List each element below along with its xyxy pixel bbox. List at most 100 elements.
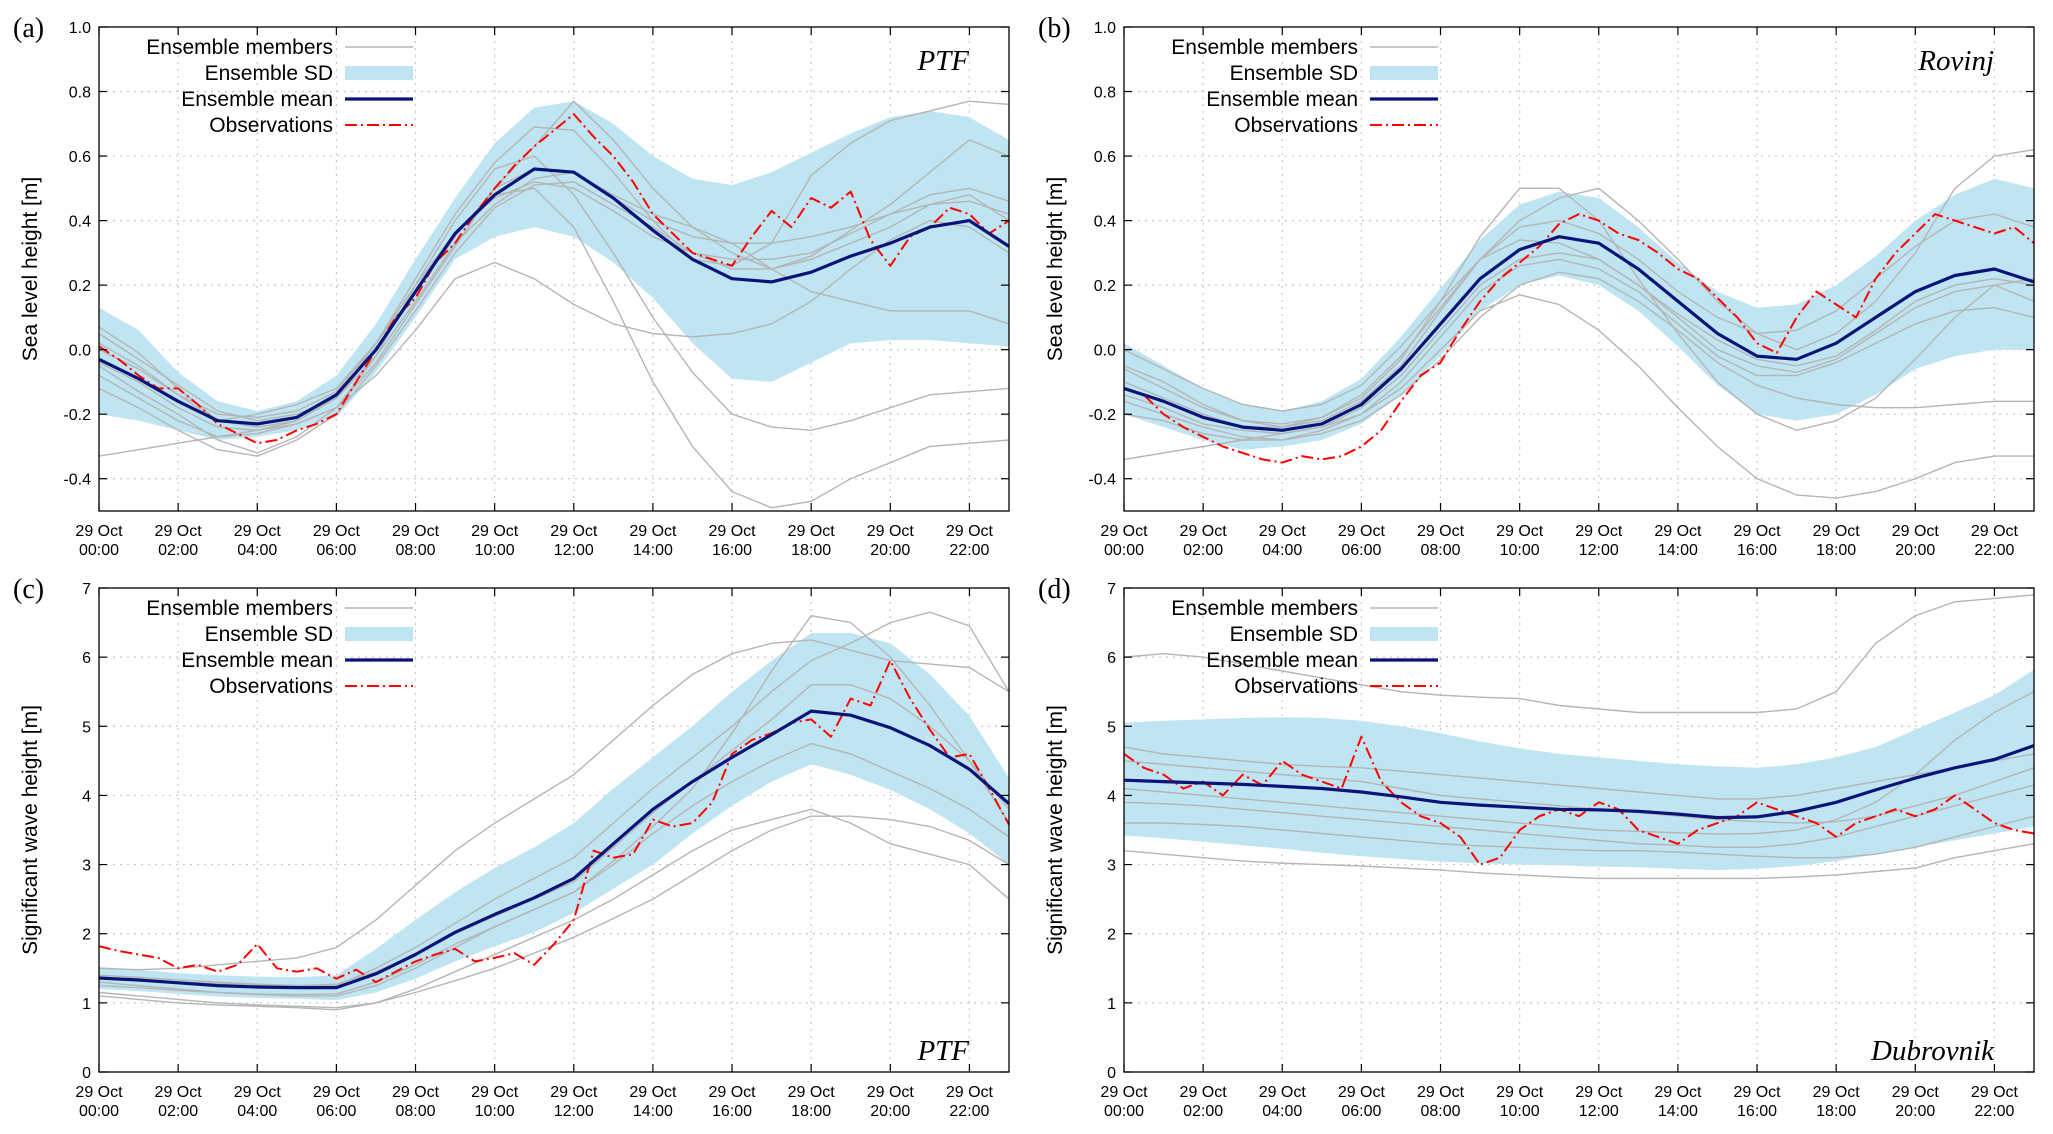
legend-mean-label: Ensemble mean bbox=[1206, 88, 1358, 111]
panel-c: 0 1 2 3 4 5 6 7 29 Oct 00:00 29 Oct 02:00 29 Oct 04:0… bbox=[13, 574, 1010, 1120]
ensemble-member-line-7 bbox=[1124, 784, 2034, 848]
x-tick-label-time: 06:00 bbox=[316, 542, 356, 559]
x-tick-label-time: 00:00 bbox=[79, 1103, 119, 1120]
x-tick-label-date: 29 Oct bbox=[1575, 523, 1623, 540]
x-tick-label-date: 29 Oct bbox=[708, 1084, 756, 1101]
x-tick-label-time: 16:00 bbox=[1737, 542, 1777, 559]
x-tick-label-date: 29 Oct bbox=[1100, 1084, 1148, 1101]
ensemble-member-line-6 bbox=[1124, 760, 2034, 824]
panel-a: -0.4 -0.2 0.0 0.2 0.4 0.6 0.8 1.0 29 Oct 00:00 29 … bbox=[13, 13, 1010, 559]
station-name: Dubrovnik bbox=[1870, 1035, 1995, 1067]
y-tick-label: 7 bbox=[82, 581, 91, 598]
y-tick-label: 0 bbox=[1107, 1065, 1116, 1082]
x-tick-label-date: 29 Oct bbox=[392, 523, 440, 540]
plot-area bbox=[1124, 148, 2034, 499]
x-tick-label-date: 29 Oct bbox=[788, 523, 836, 540]
legend-sd-label: Ensemble SD bbox=[205, 623, 333, 646]
ensemble-mean-line bbox=[99, 167, 1009, 426]
ensemble-member-line-6 bbox=[99, 742, 1009, 996]
x-tick-label-time: 22:00 bbox=[1974, 542, 2014, 559]
y-tick-label: 0.6 bbox=[69, 149, 91, 166]
x-tick-label-date: 29 Oct bbox=[1259, 1084, 1307, 1101]
x-tick-label-time: 02:00 bbox=[158, 1103, 198, 1120]
x-tick-label-date: 29 Oct bbox=[867, 523, 915, 540]
x-tick-label-date: 29 Oct bbox=[313, 1084, 361, 1101]
ensemble-member-line-2 bbox=[99, 100, 1009, 428]
plot-area bbox=[99, 611, 1009, 1011]
ensemble-member-line-3 bbox=[1124, 148, 2034, 428]
x-tick-label-date: 29 Oct bbox=[155, 523, 203, 540]
legend-members-label: Ensemble members bbox=[146, 36, 333, 59]
x-tick-label-time: 02:00 bbox=[1183, 542, 1223, 559]
x-tick-label-time: 12:00 bbox=[1579, 1103, 1619, 1120]
station-name: PTF bbox=[916, 1035, 969, 1067]
ensemble-mean-line bbox=[99, 709, 1009, 990]
x-tick-label-time: 00:00 bbox=[1104, 1103, 1144, 1120]
x-tick-label-time: 10:00 bbox=[475, 1103, 515, 1120]
x-tick-label-date: 29 Oct bbox=[1971, 523, 2019, 540]
plot-frame bbox=[98, 587, 1010, 1073]
x-tick-label-time: 16:00 bbox=[712, 542, 752, 559]
x-tick-label-time: 16:00 bbox=[1737, 1103, 1777, 1120]
legend-mean-label: Ensemble mean bbox=[181, 649, 333, 672]
ensemble-member-line-2 bbox=[1124, 187, 2034, 432]
ensemble-member-line-8 bbox=[1124, 258, 2034, 441]
observations-line bbox=[1124, 213, 2034, 464]
x-tick-label-time: 06:00 bbox=[1341, 1103, 1381, 1120]
x-tick-label-date: 29 Oct bbox=[75, 1084, 123, 1101]
ensemble-member-line-5 bbox=[99, 611, 1009, 987]
legend-mean-label: Ensemble mean bbox=[181, 88, 333, 111]
observations-line bbox=[99, 113, 1009, 445]
ensemble-mean-line bbox=[1124, 744, 2034, 820]
legend-members-label: Ensemble members bbox=[1171, 597, 1358, 620]
panel-label: (b) bbox=[1038, 13, 1071, 44]
x-tick-label-date: 29 Oct bbox=[1892, 1084, 1940, 1101]
x-tick-label-date: 29 Oct bbox=[1417, 1084, 1465, 1101]
x-tick-label-date: 29 Oct bbox=[1496, 1084, 1544, 1101]
ensemble-member-line-2 bbox=[99, 639, 1009, 971]
x-tick-label-date: 29 Oct bbox=[1733, 1084, 1781, 1101]
x-tick-label-time: 22:00 bbox=[949, 542, 989, 559]
x-tick-label-date: 29 Oct bbox=[471, 1084, 519, 1101]
x-tick-label-time: 22:00 bbox=[1974, 1103, 2014, 1120]
ensemble-member-line-3 bbox=[99, 100, 1009, 454]
y-tick-label: 0.0 bbox=[69, 343, 91, 360]
ensemble-member-line-6 bbox=[99, 181, 1009, 419]
x-tick-label-date: 29 Oct bbox=[471, 523, 519, 540]
y-tick-label: 7 bbox=[1107, 581, 1116, 598]
plot-frame bbox=[1123, 587, 2035, 1073]
y-tick-label: 2 bbox=[82, 927, 91, 944]
ensemble-sd-band bbox=[99, 632, 1009, 1001]
ensemble-member-line-7 bbox=[99, 684, 1009, 987]
x-tick-label-time: 00:00 bbox=[1104, 542, 1144, 559]
x-tick-label-time: 10:00 bbox=[475, 542, 515, 559]
x-tick-label-time: 04:00 bbox=[1262, 1103, 1302, 1120]
x-tick-label-time: 14:00 bbox=[633, 1103, 673, 1120]
x-tick-label-date: 29 Oct bbox=[155, 1084, 203, 1101]
ensemble-member-line-2 bbox=[1124, 843, 2034, 880]
x-tick-label-date: 29 Oct bbox=[1338, 1084, 1386, 1101]
ensemble-sd-band bbox=[1124, 669, 2034, 871]
legend-sd-label: Ensemble SD bbox=[205, 62, 333, 85]
ensemble-member-line-4 bbox=[99, 808, 1009, 1011]
y-tick-label: 1.0 bbox=[1094, 20, 1116, 37]
x-tick-label-time: 02:00 bbox=[158, 542, 198, 559]
legend: Ensemble members Ensemble SD Ensemble mean… bbox=[146, 36, 413, 137]
y-tick-label: 0.6 bbox=[1094, 149, 1116, 166]
x-tick-label-date: 29 Oct bbox=[234, 523, 282, 540]
ensemble-member-line-1 bbox=[1124, 594, 2034, 714]
ensemble-member-line-1 bbox=[1124, 294, 2034, 499]
y-tick-label: 3 bbox=[1107, 858, 1116, 875]
x-tick-label-date: 29 Oct bbox=[313, 523, 361, 540]
ensemble-member-line-5 bbox=[1124, 815, 2034, 859]
x-tick-label-date: 29 Oct bbox=[75, 523, 123, 540]
x-tick-label-date: 29 Oct bbox=[946, 523, 994, 540]
y-tick-label: 0.2 bbox=[1094, 278, 1116, 295]
y-tick-label: 5 bbox=[82, 719, 91, 736]
legend-observations-label: Observations bbox=[209, 675, 333, 698]
y-axis-label: Sea level height [m] bbox=[19, 177, 42, 361]
y-tick-label: 2 bbox=[1107, 927, 1116, 944]
legend-sd-swatch bbox=[1370, 627, 1438, 641]
y-tick-label: 4 bbox=[82, 788, 91, 805]
y-axis-label: Significant wave height [m] bbox=[1044, 705, 1067, 955]
